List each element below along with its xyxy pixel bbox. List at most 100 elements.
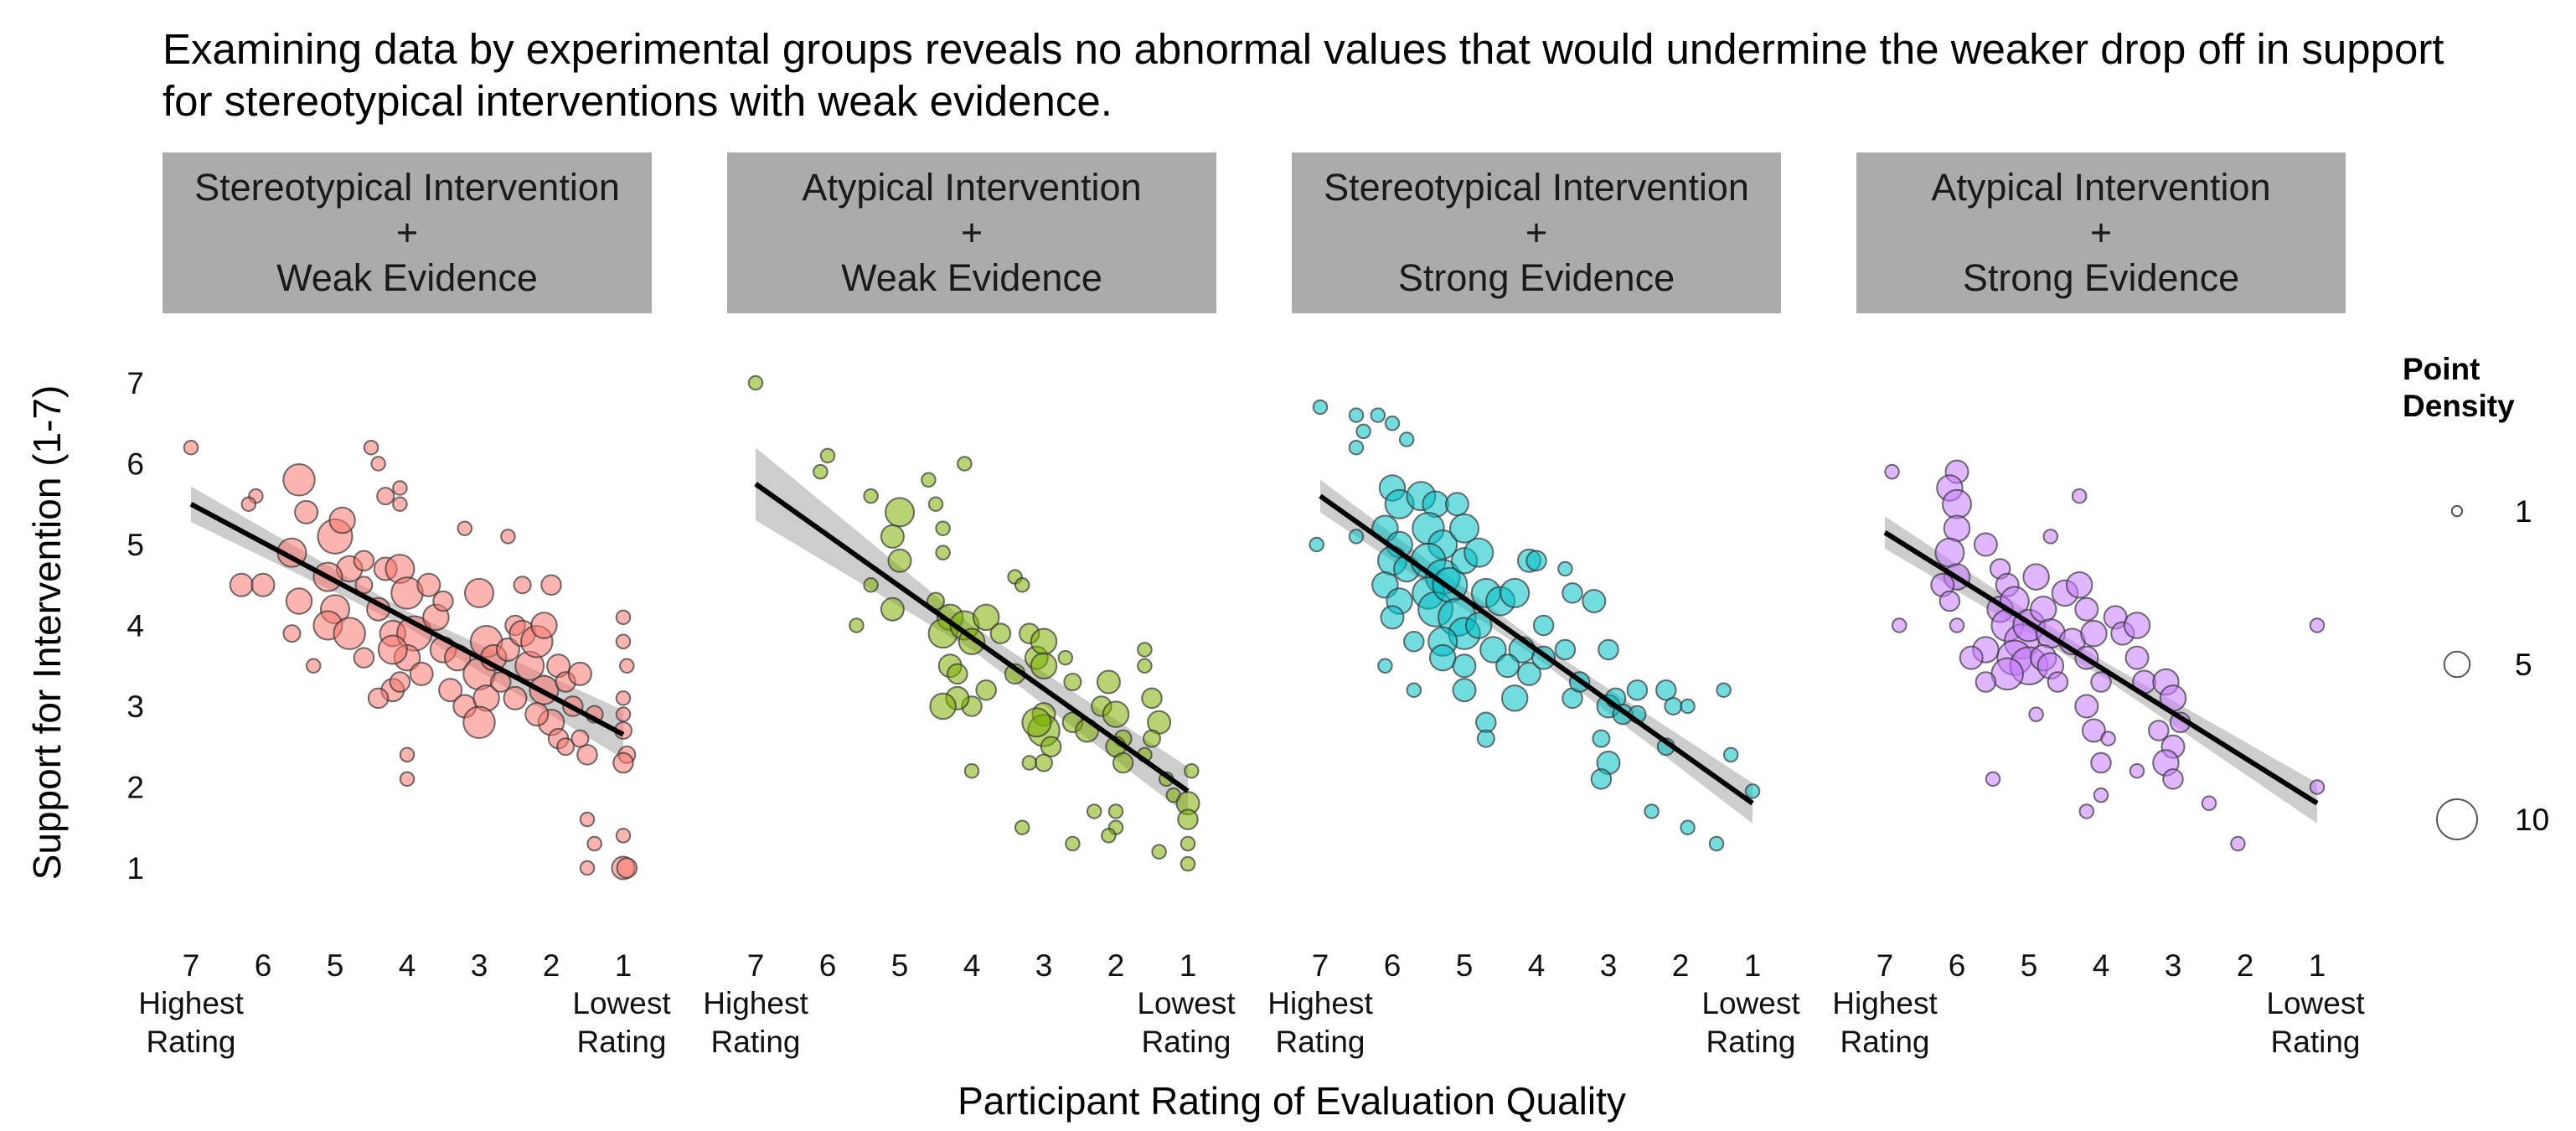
data-point (1398, 431, 1415, 447)
data-point (1949, 617, 1965, 633)
x-tick-label: 5 (2021, 948, 2038, 983)
legend-label: 10 (2515, 803, 2549, 837)
data-point (432, 590, 454, 612)
data-point (1180, 835, 1196, 852)
data-point (1355, 423, 1371, 440)
panel-strip-label: + (2090, 211, 2112, 254)
data-point (457, 520, 473, 536)
x-extreme-label-high: Highest (1832, 986, 1938, 1020)
data-point (929, 692, 957, 720)
x-extreme-label-low: Rating (2271, 1025, 2361, 1059)
data-point (612, 751, 634, 774)
x-tick-label: 4 (963, 948, 981, 983)
data-point (353, 550, 375, 572)
data-point (1500, 684, 1529, 712)
x-tick-label: 2 (543, 948, 560, 983)
data-point (849, 617, 865, 633)
data-point (2074, 596, 2099, 622)
data-point (1030, 627, 1058, 656)
data-point (2090, 751, 2112, 774)
data-point (2230, 835, 2246, 852)
x-tick-label: 2 (1107, 948, 1125, 983)
data-point (1312, 399, 1329, 416)
data-point (2065, 571, 2093, 599)
data-point (282, 624, 302, 643)
data-point (2074, 694, 2099, 719)
data-point (1973, 532, 1998, 557)
data-point (1592, 729, 1611, 748)
data-point (819, 447, 836, 464)
x-tick-label: 5 (1456, 948, 1474, 983)
x-tick-label: 7 (183, 948, 200, 983)
data-point (616, 857, 638, 879)
panel-strip-label: Atypical Intervention (802, 166, 1141, 209)
data-point (579, 811, 596, 828)
data-point (1137, 642, 1153, 658)
data-point (1475, 711, 1497, 734)
data-point (240, 496, 257, 512)
data-point (556, 737, 576, 757)
x-tick-label: 2 (1672, 948, 1690, 983)
data-point (1035, 753, 1053, 772)
legend-key (2450, 504, 2464, 518)
data-point (354, 576, 374, 595)
data-point (399, 746, 416, 763)
x-tick-label: 2 (2237, 948, 2254, 983)
x-tick-label: 6 (255, 948, 272, 983)
data-point (1500, 577, 1531, 608)
data-point (1180, 855, 1196, 872)
data-point (1428, 643, 1457, 672)
data-point (1644, 803, 1660, 819)
panel-strip-label: Strong Evidence (1963, 256, 2239, 299)
data-point (540, 574, 562, 596)
panel-strip-label: Weak Evidence (276, 256, 538, 299)
data-point (2080, 619, 2108, 648)
x-extreme-label-high: Rating (711, 1025, 801, 1059)
legend-key (2436, 798, 2478, 840)
data-point (1464, 537, 1494, 568)
data-point (963, 762, 980, 779)
data-point (1141, 687, 1163, 710)
data-point (370, 456, 386, 472)
data-point (1348, 529, 1365, 545)
data-point (285, 587, 313, 615)
x-tick-label: 3 (1035, 948, 1053, 983)
y-axis-title: Support for Intervention (1-7) (25, 385, 69, 881)
data-point (1938, 590, 1961, 612)
x-extreme-label-low: Lowest (1137, 986, 1236, 1020)
data-point (863, 577, 879, 593)
data-point (576, 744, 598, 766)
regression-line (189, 502, 625, 737)
y-tick-label: 2 (126, 771, 144, 805)
data-point (1942, 488, 1972, 519)
data-point (1151, 844, 1167, 860)
data-point (389, 671, 411, 693)
data-point (495, 637, 520, 662)
data-point (989, 622, 1012, 644)
data-point (282, 463, 316, 497)
data-point (1655, 679, 1677, 701)
panel-strip (727, 152, 1216, 313)
data-point (1959, 645, 1984, 670)
data-point (1449, 513, 1479, 544)
data-point (2047, 671, 2069, 693)
data-point (530, 612, 558, 639)
data-point (503, 685, 528, 710)
y-tick-label: 1 (126, 851, 144, 886)
data-point (1664, 697, 1683, 715)
data-point (1444, 492, 1469, 517)
data-point (935, 520, 951, 536)
data-point (880, 524, 905, 549)
data-point (863, 488, 879, 504)
x-tick-label: 7 (1312, 948, 1329, 983)
data-point (1021, 755, 1038, 771)
data-point (1065, 835, 1081, 852)
legend-title: Point (2403, 352, 2480, 386)
data-point (1532, 614, 1555, 637)
data-point (1943, 514, 1971, 542)
data-point (1102, 700, 1130, 728)
x-extreme-label-low: Lowest (1701, 986, 1800, 1020)
data-point (392, 496, 408, 512)
data-point (1107, 803, 1124, 819)
